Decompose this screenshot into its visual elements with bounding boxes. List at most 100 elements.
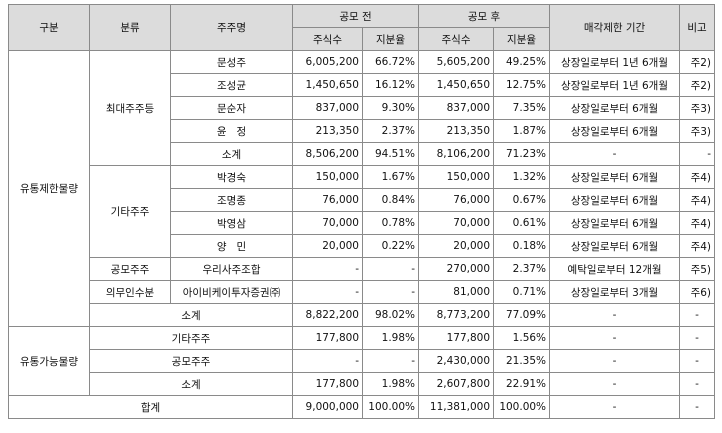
- header-category: 구분: [8, 4, 90, 51]
- before-shares-cell: -: [292, 257, 363, 281]
- note-cell: 주2): [679, 73, 716, 97]
- after-ratio-cell: 71.23%: [493, 142, 551, 166]
- before-shares-cell: 1,450,650: [292, 73, 363, 97]
- table-row: 양 민 20,000 0.22% 20,000 0.18% 상장일로부터 6개월…: [9, 234, 716, 258]
- holder-cell: 윤 정: [170, 119, 293, 143]
- table-row: 유통제한물량 최대주주등 문성주 6,005,200 66.72% 5,605,…: [8, 50, 716, 327]
- note-cell: 주3): [679, 119, 716, 143]
- before-shares-cell: 70,000: [292, 211, 363, 235]
- after-ratio-cell: 2.37%: [493, 257, 551, 281]
- after-shares-cell: 20,000: [418, 234, 495, 258]
- lockup-cell: 상장일로부터 3개월: [549, 280, 681, 304]
- lockup-cell: -: [549, 372, 681, 396]
- header-type: 분류: [89, 4, 171, 51]
- after-shares-cell: 5,605,200: [418, 50, 495, 74]
- holder-cell: 문성주: [170, 50, 293, 74]
- before-shares-cell: 8,822,200: [292, 303, 363, 327]
- lockup-cell: -: [549, 326, 681, 350]
- after-shares-cell: 837,000: [418, 96, 495, 120]
- before-ratio-cell: 2.37%: [361, 119, 420, 143]
- holder-cell: 아이비케이투자증권㈜: [170, 280, 293, 304]
- lockup-cell: -: [549, 395, 681, 419]
- header-holder: 주주명: [170, 4, 293, 51]
- after-shares-cell: 177,800: [418, 326, 495, 350]
- after-ratio-cell: 1.87%: [493, 119, 551, 143]
- lockup-cell: 상장일로부터 6개월: [549, 119, 681, 143]
- holder-cell: 기타주주: [89, 326, 293, 350]
- after-ratio-cell: 0.61%: [493, 211, 551, 235]
- subtotal-label: 소계: [89, 303, 293, 327]
- note-cell: 주4): [679, 211, 716, 235]
- group-tradable: 유통가능물량: [8, 326, 90, 396]
- header-lockup: 매각제한 기간: [549, 4, 681, 51]
- note-cell: -: [679, 395, 716, 419]
- before-ratio-cell: 16.12%: [361, 73, 420, 97]
- before-ratio-cell: 1.98%: [361, 372, 420, 396]
- before-ratio-cell: -: [361, 349, 420, 373]
- before-shares-cell: 177,800: [292, 372, 363, 396]
- lockup-cell: 상장일로부터 1년 6개월: [549, 73, 681, 97]
- lockup-cell: 상장일로부터 6개월: [549, 96, 681, 120]
- lockup-cell: 예탁일로부터 12개월: [549, 257, 681, 281]
- note-cell: 주4): [679, 188, 716, 212]
- after-ratio-cell: 1.56%: [493, 326, 551, 350]
- before-ratio-cell: 94.51%: [361, 142, 420, 166]
- after-shares-cell: 8,773,200: [418, 303, 495, 327]
- table-row: 합계 9,000,000 100.00% 11,381,000 100.00% …: [8, 395, 716, 419]
- table-row: 윤 정 213,350 2.37% 213,350 1.87% 상장일로부터 6…: [9, 119, 716, 143]
- table-row: 조성균 1,450,650 16.12% 1,450,650 12.75% 상장…: [9, 73, 716, 97]
- header-before: 공모 전: [291, 4, 420, 28]
- table-row: 유통가능물량 기타주주 177,800 1.98% 177,800 1.56% …: [8, 326, 716, 396]
- table-row: 소계 177,800 1.98% 2,607,800 22.91% - -: [9, 372, 716, 396]
- before-ratio-cell: 0.84%: [361, 188, 420, 212]
- note-cell: -: [679, 326, 716, 350]
- lockup-cell: 상장일로부터 6개월: [549, 188, 681, 212]
- lockup-cell: 상장일로부터 1년 6개월: [549, 50, 681, 74]
- lockup-cell: 상장일로부터 6개월: [549, 165, 681, 189]
- after-ratio-cell: 0.18%: [493, 234, 551, 258]
- note-cell: -: [679, 372, 716, 396]
- before-shares-cell: 9,000,000: [292, 395, 363, 419]
- after-ratio-cell: 49.25%: [493, 50, 551, 74]
- note-cell: -: [679, 142, 716, 166]
- group-restricted: 유통제한물량: [8, 50, 90, 327]
- note-cell: 주5): [679, 257, 716, 281]
- note-cell: 주6): [679, 280, 716, 304]
- after-shares-cell: 70,000: [418, 211, 495, 235]
- table-row: 소계 8,822,200 98.02% 8,773,200 77.09% - -: [9, 303, 716, 327]
- before-ratio-cell: 66.72%: [361, 50, 420, 74]
- after-ratio-cell: 21.35%: [493, 349, 551, 373]
- after-ratio-cell: 1.32%: [493, 165, 551, 189]
- after-shares-cell: 150,000: [418, 165, 495, 189]
- subtotal-label: 소계: [89, 372, 293, 396]
- after-shares-cell: 213,350: [418, 119, 495, 143]
- after-ratio-cell: 12.75%: [493, 73, 551, 97]
- after-ratio-cell: 77.09%: [493, 303, 551, 327]
- after-shares-cell: 270,000: [418, 257, 495, 281]
- after-shares-cell: 1,450,650: [418, 73, 495, 97]
- type-cell: 의무인수분: [89, 280, 171, 304]
- holder-cell: 우리사주조합: [170, 257, 293, 281]
- table-row: 조명종 76,000 0.84% 76,000 0.67% 상장일로부터 6개월…: [9, 188, 716, 212]
- after-shares-cell: 11,381,000: [418, 395, 495, 419]
- table-row: 의무인수분 아이비케이투자증권㈜ - - 81,000 0.71% 상장일로부터…: [9, 280, 716, 304]
- before-ratio-cell: 0.22%: [361, 234, 420, 258]
- group-major: 최대주주등: [89, 50, 171, 166]
- before-ratio-cell: 1.98%: [361, 326, 420, 350]
- after-ratio-cell: 7.35%: [493, 96, 551, 120]
- header-after-shares: 주식수: [418, 27, 495, 51]
- before-shares-cell: -: [292, 349, 363, 373]
- table-row: 문순자 837,000 9.30% 837,000 7.35% 상장일로부터 6…: [9, 96, 716, 120]
- after-ratio-cell: 100.00%: [493, 395, 551, 419]
- holder-cell: 조성균: [170, 73, 293, 97]
- before-shares-cell: -: [292, 280, 363, 304]
- note-cell: 주2): [679, 50, 716, 74]
- after-shares-cell: 81,000: [418, 280, 495, 304]
- lockup-cell: -: [549, 142, 681, 166]
- after-shares-cell: 2,607,800: [418, 372, 495, 396]
- note-cell: 주3): [679, 96, 716, 120]
- after-shares-cell: 8,106,200: [418, 142, 495, 166]
- group-other: 기타주주: [89, 165, 171, 258]
- before-ratio-cell: 100.00%: [361, 395, 420, 419]
- header-after-ratio: 지분율: [493, 27, 551, 51]
